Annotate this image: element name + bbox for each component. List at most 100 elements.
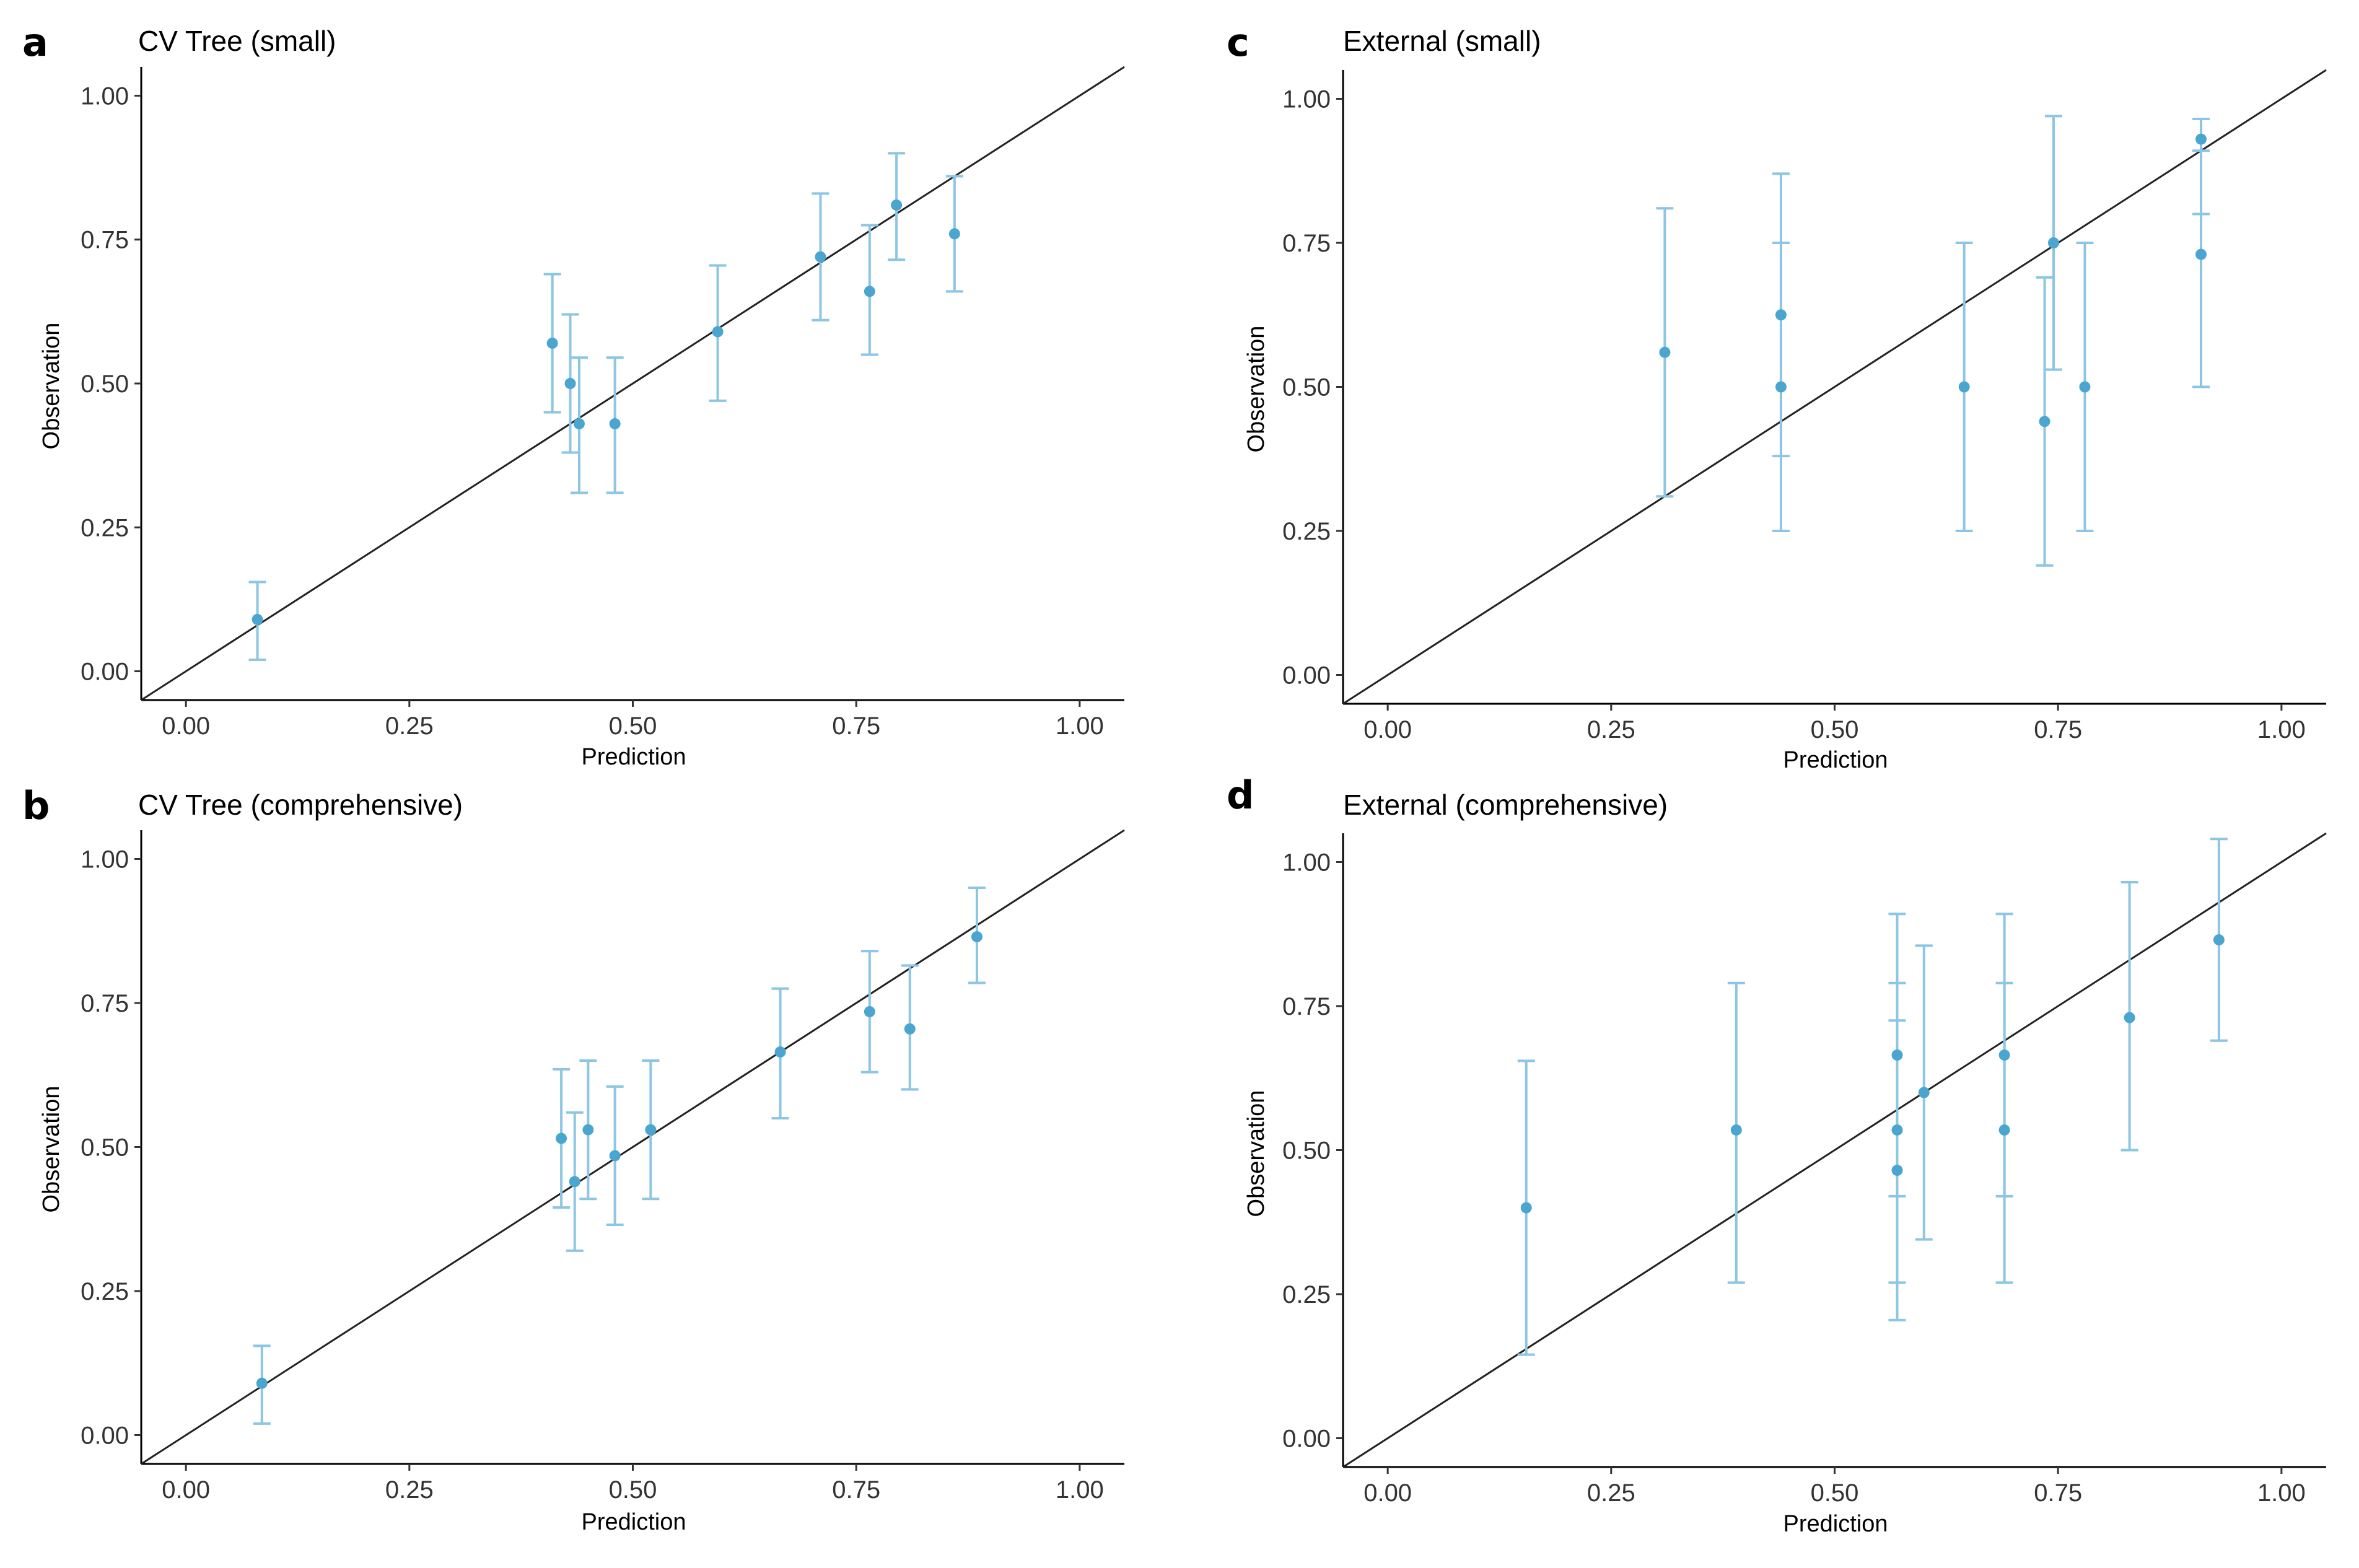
- x-tick-label-b: 0.75: [832, 1476, 880, 1504]
- x-tick-label-c: 0.25: [1587, 716, 1635, 743]
- plot-area-c: 0.00 0.25 0.50 0.75 1.00 0.00 0.25 0.50 0.75 1.00: [1282, 69, 2327, 743]
- panel-letter-b: b: [22, 783, 50, 828]
- y-tick-label-b: 1.00: [81, 846, 129, 874]
- data-point-a: [546, 337, 558, 349]
- data-point-d: [2213, 934, 2225, 946]
- identity-line-c: [1342, 69, 2327, 705]
- x-axis-label-d: Prediction: [1783, 1511, 1888, 1537]
- data-point-b: [582, 1124, 594, 1136]
- y-tick-label-a: 0.00: [81, 659, 129, 686]
- data-point-d: [1891, 1165, 1903, 1176]
- x-axis-label-b: Prediction: [582, 1509, 686, 1535]
- panel-title-b: CV Tree (comprehensive): [138, 789, 463, 821]
- y-tick-label-a: 0.25: [81, 514, 129, 541]
- x-tick-label-c: 0.50: [1811, 716, 1859, 743]
- x-tick-label-b: 0.25: [385, 1476, 434, 1504]
- y-axis-label-a: Observation: [38, 323, 64, 450]
- data-point-d: [1520, 1202, 1532, 1214]
- data-point-a: [573, 418, 585, 430]
- x-tick-label-d: 0.75: [2034, 1479, 2082, 1507]
- x-tick-label-c: 1.00: [2257, 716, 2306, 743]
- x-tick-label-c: 0.00: [1363, 716, 1412, 743]
- panel-title-d: External (comprehensive): [1343, 789, 1668, 821]
- x-tick-label-d: 1.00: [2257, 1479, 2306, 1507]
- data-point-a: [891, 199, 903, 211]
- data-point-c: [2195, 133, 2207, 145]
- identity-line-d: [1342, 832, 2327, 1468]
- data-point-a: [948, 228, 960, 240]
- y-axis-label-d: Observation: [1243, 1090, 1269, 1217]
- data-point-a: [815, 251, 826, 263]
- plot-area-b: 0.00 0.25 0.50 0.75 1.00 0.00 0.25 0.50 0.75 1.00: [81, 829, 1125, 1504]
- x-tick-label-d: 0.50: [1811, 1479, 1859, 1507]
- y-tick-label-b: 0.25: [81, 1278, 129, 1305]
- data-point-a: [609, 418, 621, 430]
- panel-letter-a: a: [22, 20, 48, 65]
- panel-a: a CV Tree (small) 0.00 0.25 0.50 0.75 1.000.…: [22, 20, 1125, 770]
- y-axis-label-b: Observation: [38, 1086, 64, 1213]
- y-tick-label-b: 0.00: [81, 1422, 129, 1450]
- panel-d: d External (comprehensive) 0.00 0.25 0.50 0…: [1227, 773, 2327, 1537]
- panel-c: c External (small) 0.00 0.25 0.50 0.75 1.000…: [1227, 20, 2327, 773]
- y-tick-label-d: 0.25: [1282, 1281, 1331, 1308]
- panel-title-a: CV Tree (small): [138, 25, 336, 57]
- data-point-c: [2047, 237, 2059, 248]
- x-tick-label-a: 0.00: [162, 712, 210, 740]
- plot-area-d: 0.00 0.25 0.50 0.75 1.00 0.00 0.25 0.50 0.75 1.00: [1282, 832, 2327, 1507]
- x-tick-label-a: 1.00: [1056, 712, 1104, 740]
- x-tick-label-a: 0.50: [609, 712, 657, 740]
- data-point-d: [1998, 1124, 2010, 1136]
- y-tick-label-a: 0.50: [81, 370, 129, 398]
- y-tick-label-c: 0.50: [1282, 374, 1331, 401]
- data-point-b: [904, 1023, 916, 1035]
- identity-line-a: [141, 66, 1125, 701]
- data-point-a: [712, 326, 724, 338]
- data-point-b: [569, 1176, 580, 1188]
- x-axis-label-a: Prediction: [582, 744, 686, 770]
- y-tick-label-d: 0.50: [1282, 1137, 1331, 1165]
- data-point-d: [1891, 1124, 1903, 1136]
- y-tick-label-c: 1.00: [1282, 86, 1331, 113]
- data-point-c: [2079, 381, 2091, 393]
- data-point-a: [564, 378, 576, 389]
- y-tick-label-c: 0.75: [1282, 230, 1331, 257]
- y-axis-label-c: Observation: [1243, 326, 1269, 453]
- identity-line-b: [141, 829, 1125, 1465]
- x-tick-label-a: 0.75: [832, 712, 880, 740]
- data-point-c: [2039, 416, 2050, 427]
- y-tick-label-c: 0.25: [1282, 518, 1331, 545]
- data-point-d: [1730, 1124, 1742, 1136]
- panel-b: b CV Tree (comprehensive) 0.00 0.25 0.50 0.…: [22, 783, 1125, 1535]
- data-point-b: [256, 1377, 268, 1389]
- data-point-c: [1659, 346, 1671, 358]
- data-point-b: [971, 931, 983, 943]
- y-tick-label-d: 1.00: [1282, 849, 1331, 877]
- y-tick-label-a: 0.75: [81, 227, 129, 254]
- x-tick-label-d: 0.00: [1363, 1479, 1412, 1507]
- x-tick-label-b: 0.50: [609, 1476, 657, 1504]
- x-tick-label-c: 0.75: [2034, 716, 2082, 743]
- data-point-b: [774, 1046, 786, 1058]
- data-point-b: [609, 1150, 621, 1162]
- data-point-b: [556, 1132, 567, 1144]
- data-point-d: [1891, 1049, 1903, 1061]
- data-point-c: [1958, 381, 1970, 393]
- data-point-a: [252, 613, 263, 625]
- x-tick-label-b: 1.00: [1056, 1476, 1104, 1504]
- plot-area-a: 0.00 0.25 0.50 0.75 1.00 0.00 0.25 0.50 0.75 1.00: [81, 66, 1125, 740]
- data-point-b: [864, 1005, 875, 1017]
- data-point-d: [1998, 1049, 2010, 1061]
- x-tick-label-d: 0.25: [1587, 1479, 1635, 1507]
- y-tick-label-d: 0.75: [1282, 993, 1331, 1020]
- y-tick-label-d: 0.00: [1282, 1426, 1331, 1453]
- panel-letter-d: d: [1227, 773, 1254, 818]
- y-tick-label-b: 0.50: [81, 1134, 129, 1162]
- x-tick-label-a: 0.25: [385, 712, 434, 740]
- data-point-d: [1918, 1087, 1930, 1098]
- data-point-c: [1775, 309, 1787, 321]
- panel-title-c: External (small): [1343, 25, 1541, 57]
- x-tick-label-b: 0.00: [162, 1476, 210, 1504]
- data-point-d: [2124, 1012, 2135, 1023]
- y-tick-label-a: 1.00: [81, 82, 129, 110]
